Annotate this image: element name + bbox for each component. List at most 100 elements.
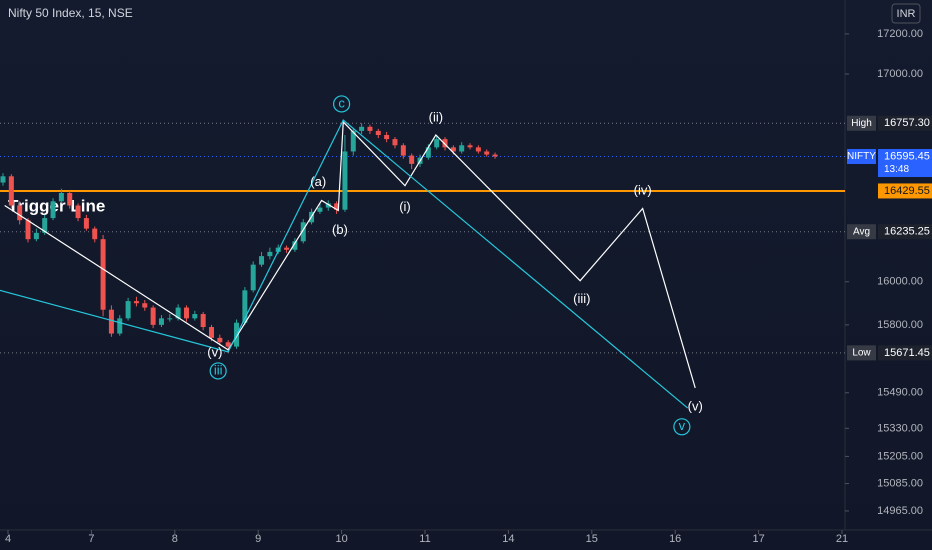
price-line-name-box xyxy=(847,345,876,361)
candle-body xyxy=(67,192,73,206)
x-tick-label: 8 xyxy=(172,533,178,545)
price-line-value: 16595.45 xyxy=(884,150,930,162)
price-line-name: Low xyxy=(852,348,871,359)
candle-body xyxy=(317,207,323,212)
candle-body xyxy=(25,220,31,240)
y-tick-label: 15085.00 xyxy=(877,477,923,489)
price-line-value: 15671.45 xyxy=(884,347,930,359)
candle-body xyxy=(133,301,139,304)
candle-body xyxy=(192,314,198,319)
candle-body xyxy=(75,205,81,219)
y-tick-label: 15490.00 xyxy=(877,387,923,399)
candle-body xyxy=(300,222,306,242)
candle-body xyxy=(425,147,431,158)
candle-body xyxy=(8,176,14,206)
candle-body xyxy=(342,151,348,210)
price-line-value: 16235.25 xyxy=(884,226,930,238)
price-line-name: NIFTY xyxy=(847,151,876,162)
y-tick-label: 14965.00 xyxy=(877,505,923,517)
currency[interactable]: INR xyxy=(897,8,916,20)
candle-body xyxy=(158,318,164,325)
candle-body xyxy=(267,251,273,257)
candle-body xyxy=(200,314,206,328)
candle-body xyxy=(334,203,340,210)
price-line-name-box xyxy=(847,224,876,240)
candle-body xyxy=(467,145,473,148)
candle-body xyxy=(175,307,181,319)
candle-body xyxy=(459,145,465,152)
candle-body xyxy=(375,130,381,136)
candle-body xyxy=(442,139,448,148)
price-line-value-box xyxy=(878,115,932,131)
candle-body xyxy=(484,151,490,155)
wave-drawing xyxy=(0,119,689,409)
candle-body xyxy=(292,241,298,250)
candle-body xyxy=(259,256,265,265)
candle-body xyxy=(100,239,106,310)
price-line-value: 16429.55 xyxy=(884,185,930,197)
price-line-value-box xyxy=(878,345,932,361)
price-line-value: 16757.30 xyxy=(884,117,930,129)
wave-label: (v) xyxy=(688,398,703,413)
price-line-name-box xyxy=(847,149,876,165)
candle-body xyxy=(250,264,256,291)
candle-body xyxy=(242,290,248,323)
y-tick-label: 15330.00 xyxy=(877,422,923,434)
candle-body xyxy=(217,337,223,343)
price-line-value-box xyxy=(878,183,932,199)
candle-body xyxy=(142,303,148,308)
x-tick-label: 16 xyxy=(669,533,681,545)
candle-body xyxy=(384,135,390,140)
currency-box[interactable] xyxy=(891,3,921,24)
candle-body xyxy=(475,147,481,152)
candle-body xyxy=(83,218,89,229)
candle-body xyxy=(92,228,98,240)
wave-label-circle xyxy=(333,95,351,113)
price-line-name: Avg xyxy=(853,226,870,237)
wave-label: (b) xyxy=(332,222,348,237)
candle-body xyxy=(450,147,456,152)
x-tick-label: 10 xyxy=(335,533,347,545)
x-tick-label: 4 xyxy=(5,533,11,545)
candle-body xyxy=(125,301,131,319)
x-tick-label: 21 xyxy=(836,533,848,545)
trigger-label: Trigger Line xyxy=(8,196,105,215)
price-line-name-box xyxy=(847,115,876,131)
candle-body xyxy=(367,126,373,131)
wave-label: (iii) xyxy=(573,291,590,306)
wave-label: (v) xyxy=(207,344,222,359)
wave-label-circle xyxy=(209,362,227,380)
candle-body xyxy=(108,309,114,334)
candle-body xyxy=(33,232,39,240)
candle-body xyxy=(400,145,406,156)
candle-body xyxy=(434,139,440,148)
price-line-value-box xyxy=(878,149,932,178)
candle-body xyxy=(350,130,356,152)
candle-body xyxy=(392,139,398,146)
candle-body xyxy=(58,192,64,202)
wave-label: c xyxy=(338,95,345,110)
candle-body xyxy=(42,218,48,233)
wave-label: (i) xyxy=(399,199,411,214)
candle-body xyxy=(209,327,215,338)
x-tick-label: 15 xyxy=(586,533,598,545)
x-tick-label: 14 xyxy=(502,533,514,545)
wave-label: v xyxy=(679,418,686,433)
candle-body xyxy=(409,155,415,164)
y-tick-label: 16000.00 xyxy=(877,276,923,288)
candle-body xyxy=(117,318,123,334)
chart-title: Nifty 50 Index, 15, NSE xyxy=(8,6,133,20)
x-tick-label: 11 xyxy=(419,533,430,545)
price-line-sublabel: 13:48 xyxy=(884,164,909,175)
candle-body xyxy=(50,201,56,219)
y-tick-label: 15205.00 xyxy=(877,450,923,462)
x-tick-label: 9 xyxy=(255,533,261,545)
wave-drawing xyxy=(4,120,696,389)
wave-label-circle xyxy=(673,418,691,436)
candle-body xyxy=(0,176,6,183)
x-tick-label: 17 xyxy=(752,533,764,545)
candle-body xyxy=(150,307,156,325)
y-tick-label: 17000.00 xyxy=(877,68,923,80)
